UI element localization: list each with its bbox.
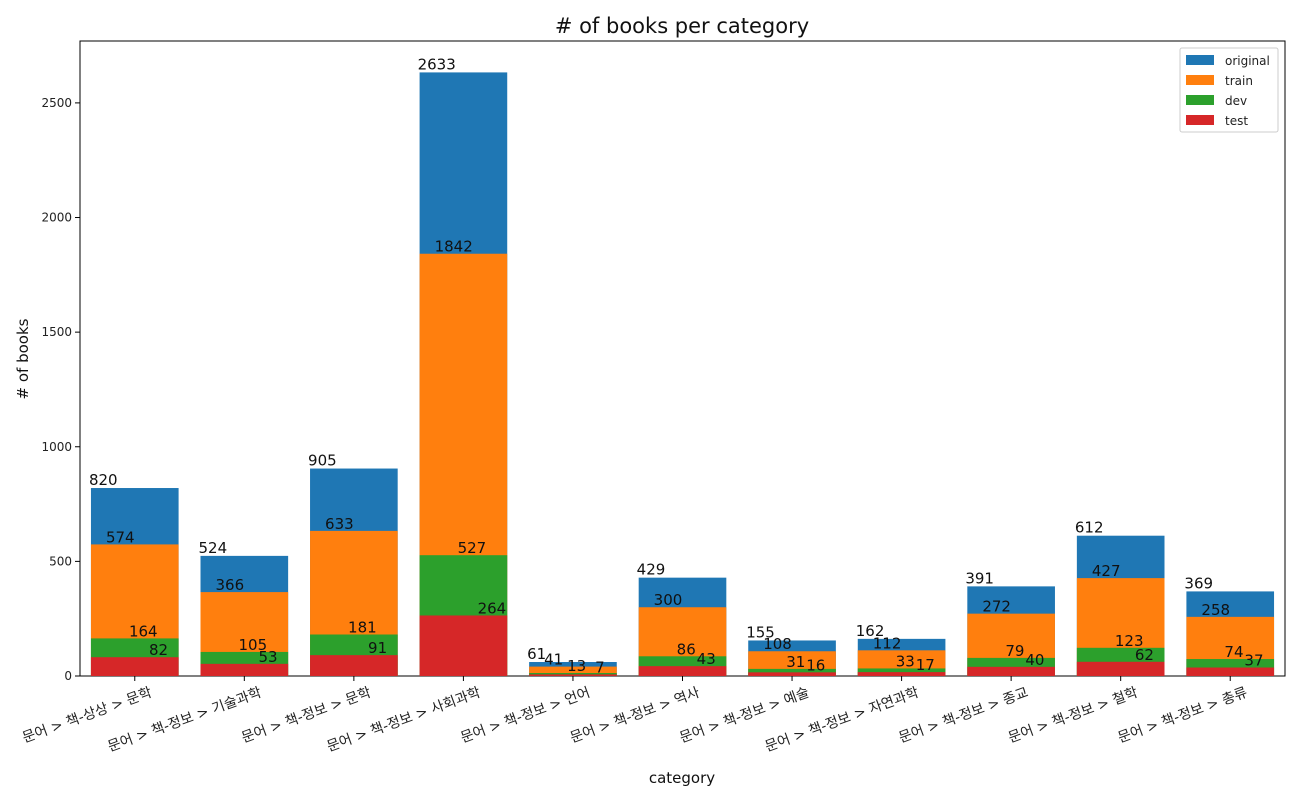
data-label-train: 41 xyxy=(544,651,563,669)
plot-area: 0 500 1000 1500 2000 2500 820 524 905 2633 61 429 15… xyxy=(20,40,1286,755)
data-label-test: 16 xyxy=(806,656,825,674)
data-label-train: 633 xyxy=(325,515,354,533)
data-label-original: 429 xyxy=(637,561,666,579)
data-label-test: 43 xyxy=(697,650,716,668)
bar-test xyxy=(638,666,727,676)
legend-swatch-test xyxy=(1186,115,1214,125)
y-tick-label: 500 xyxy=(49,554,72,568)
data-label-original: 820 xyxy=(89,471,118,489)
bar-test xyxy=(419,615,508,676)
y-tick-label: 2500 xyxy=(41,96,72,110)
y-axis-label: # of books xyxy=(14,318,32,399)
data-label-train: 258 xyxy=(1201,601,1230,619)
data-label-dev: 33 xyxy=(896,652,915,670)
data-label-original: 61 xyxy=(527,645,546,663)
data-label-original: 2633 xyxy=(418,55,456,73)
data-label-train: 574 xyxy=(106,528,135,546)
bar-test xyxy=(200,663,289,676)
bar-test xyxy=(529,674,617,676)
data-label-original: 155 xyxy=(746,623,775,641)
bar-test xyxy=(748,672,836,676)
data-label-dev: 164 xyxy=(129,622,158,640)
data-label-dev: 527 xyxy=(458,539,487,557)
y-tick-label: 1500 xyxy=(41,325,72,339)
y-tick-label: 2000 xyxy=(41,211,72,225)
legend-box xyxy=(1179,47,1279,133)
y-tick-label: 1000 xyxy=(41,440,72,454)
data-label-test: 62 xyxy=(1135,646,1154,664)
data-label-dev: 31 xyxy=(786,653,805,671)
data-label-train: 1842 xyxy=(435,238,473,256)
data-label-dev: 86 xyxy=(677,640,696,658)
data-label-dev: 74 xyxy=(1224,643,1243,661)
data-label-train: 112 xyxy=(873,634,902,652)
data-label-test: 7 xyxy=(595,658,605,676)
data-label-test: 53 xyxy=(259,648,278,666)
data-label-test: 91 xyxy=(368,639,387,657)
data-label-dev: 105 xyxy=(239,636,268,654)
legend-swatch-original xyxy=(1186,55,1214,65)
data-label-original: 162 xyxy=(856,622,885,640)
data-label-test: 82 xyxy=(149,641,168,659)
data-label-dev: 181 xyxy=(348,619,377,637)
data-label-original: 905 xyxy=(308,452,337,470)
legend-label: original xyxy=(1225,54,1270,68)
data-label-train: 300 xyxy=(654,591,683,609)
data-label-original: 612 xyxy=(1075,519,1104,537)
x-axis-label: category xyxy=(649,769,715,787)
data-label-original: 391 xyxy=(965,569,994,587)
bar-test xyxy=(310,655,398,676)
legend-swatch-train xyxy=(1186,75,1214,85)
data-label-train: 272 xyxy=(982,598,1011,616)
data-label-test: 264 xyxy=(478,599,507,617)
data-label-original: 524 xyxy=(199,539,228,557)
data-label-dev: 79 xyxy=(1005,642,1024,660)
legend-swatch-dev xyxy=(1186,95,1214,105)
chart-title: # of books per category xyxy=(555,14,809,38)
legend: original train dev test xyxy=(1179,47,1279,133)
bar-test xyxy=(857,672,946,676)
data-label-train: 108 xyxy=(763,635,792,653)
legend-label: train xyxy=(1225,74,1253,88)
data-label-test: 17 xyxy=(916,656,935,674)
data-label-test: 40 xyxy=(1025,651,1044,669)
y-tick-label: 0 xyxy=(64,669,72,683)
legend-label: test xyxy=(1225,114,1248,128)
data-label-test: 37 xyxy=(1244,652,1263,670)
bar-test xyxy=(90,657,179,676)
bar-test xyxy=(967,666,1055,676)
bar-test xyxy=(1076,661,1165,676)
bar-train xyxy=(529,666,617,676)
data-label-original: 369 xyxy=(1184,574,1213,592)
data-label-dev: 123 xyxy=(1115,632,1144,650)
legend-label: dev xyxy=(1225,94,1247,108)
data-label-dev: 13 xyxy=(567,657,586,675)
data-label-train: 427 xyxy=(1092,562,1121,580)
data-label-train: 366 xyxy=(216,576,245,594)
bar-test xyxy=(1186,667,1275,676)
